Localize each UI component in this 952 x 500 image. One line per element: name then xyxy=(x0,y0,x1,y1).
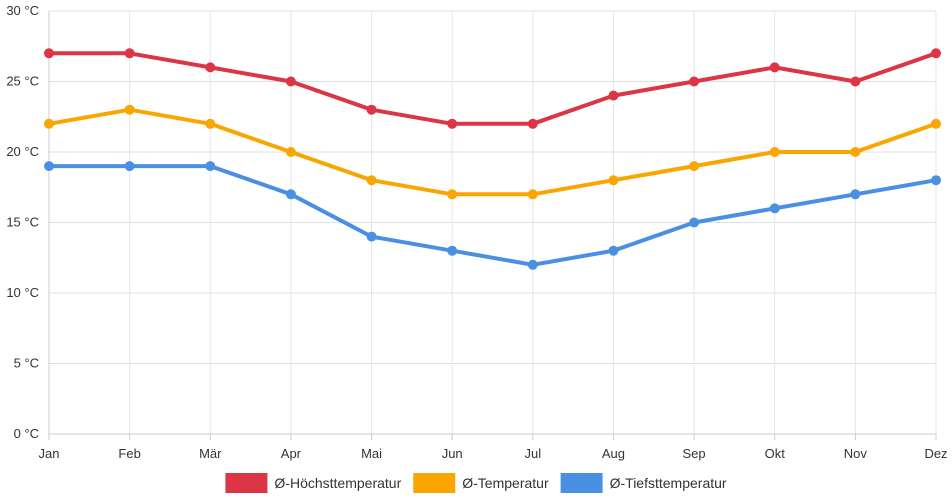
data-point[interactable] xyxy=(44,161,54,172)
data-point[interactable] xyxy=(44,48,54,59)
series-0 xyxy=(44,48,941,129)
x-tick-label: Feb xyxy=(118,446,140,461)
data-point[interactable] xyxy=(44,118,54,129)
series xyxy=(44,48,941,270)
x-tick-label: Jul xyxy=(525,446,542,461)
data-point[interactable] xyxy=(931,175,941,186)
data-point[interactable] xyxy=(769,62,780,73)
y-tick-label: 10 °C xyxy=(6,285,39,300)
y-tick-label: 20 °C xyxy=(6,144,39,159)
axes: 0 °C 5 °C 10 °C 15 °C 20 °C 25 °C 30 °C Jan Feb M… xyxy=(6,3,947,461)
data-point[interactable] xyxy=(205,161,216,172)
data-point[interactable] xyxy=(769,203,780,214)
data-point[interactable] xyxy=(205,62,216,73)
x-tick-label: Jun xyxy=(442,446,463,461)
data-point[interactable] xyxy=(285,147,296,157)
data-point[interactable] xyxy=(366,231,377,242)
x-tick-label: Mai xyxy=(361,446,382,461)
data-point[interactable] xyxy=(366,104,377,115)
series-line xyxy=(47,51,938,126)
data-point[interactable] xyxy=(689,217,700,228)
data-point[interactable] xyxy=(124,104,135,115)
legend-item-2[interactable]: Ø-Tiefsttemperatur xyxy=(560,473,727,493)
data-point[interactable] xyxy=(527,189,538,200)
data-point[interactable] xyxy=(447,189,458,200)
data-point[interactable] xyxy=(850,147,861,157)
x-tick-label: Jan xyxy=(39,446,60,461)
x-tick-label: Sep xyxy=(683,446,706,461)
series-2 xyxy=(44,161,941,270)
data-point[interactable] xyxy=(205,118,216,129)
data-point[interactable] xyxy=(124,48,135,59)
series-line xyxy=(47,164,938,267)
data-point[interactable] xyxy=(931,118,941,129)
data-point[interactable] xyxy=(366,175,377,186)
data-point[interactable] xyxy=(447,245,458,256)
legend-label: Ø-Höchsttemperatur xyxy=(274,475,401,491)
y-tick-label: 25 °C xyxy=(6,74,39,89)
data-point[interactable] xyxy=(850,76,861,87)
legend-item-0[interactable]: Ø-Höchsttemperatur xyxy=(225,473,402,493)
x-tick-label: Okt xyxy=(765,446,786,461)
data-point[interactable] xyxy=(608,245,619,256)
x-tick-label: Nov xyxy=(844,446,868,461)
series-1 xyxy=(44,104,941,200)
y-tick-label: 15 °C xyxy=(6,215,39,230)
legend-swatch xyxy=(560,473,603,493)
legend-label: Ø-Tiefsttemperatur xyxy=(610,475,727,491)
legend-item-1[interactable]: Ø-Temperatur xyxy=(413,473,549,493)
data-point[interactable] xyxy=(527,118,538,129)
data-point[interactable] xyxy=(608,175,619,186)
data-point[interactable] xyxy=(608,90,619,101)
y-tick-label: 0 °C xyxy=(14,426,39,441)
data-point[interactable] xyxy=(285,76,296,87)
data-point[interactable] xyxy=(769,147,780,157)
legend: Ø-Höchsttemperatur Ø-Temperatur Ø-Tiefstte… xyxy=(225,473,727,493)
data-point[interactable] xyxy=(850,189,861,200)
legend-swatch xyxy=(225,473,268,493)
y-tick-label: 5 °C xyxy=(14,356,39,371)
data-point[interactable] xyxy=(931,48,941,59)
data-point[interactable] xyxy=(447,118,458,129)
x-tick-label: Dez xyxy=(924,446,947,461)
x-tick-label: Aug xyxy=(602,446,625,461)
data-point[interactable] xyxy=(689,76,700,87)
grid xyxy=(48,10,937,435)
data-point[interactable] xyxy=(124,161,135,172)
legend-swatch xyxy=(413,473,456,493)
legend-label: Ø-Temperatur xyxy=(462,475,549,491)
x-tick-label: Apr xyxy=(281,446,302,461)
x-tick-label: Mär xyxy=(199,446,222,461)
series-line xyxy=(47,107,938,197)
y-tick-label: 30 °C xyxy=(6,3,39,18)
data-point[interactable] xyxy=(689,161,700,172)
data-point[interactable] xyxy=(527,259,538,270)
data-point[interactable] xyxy=(285,189,296,200)
